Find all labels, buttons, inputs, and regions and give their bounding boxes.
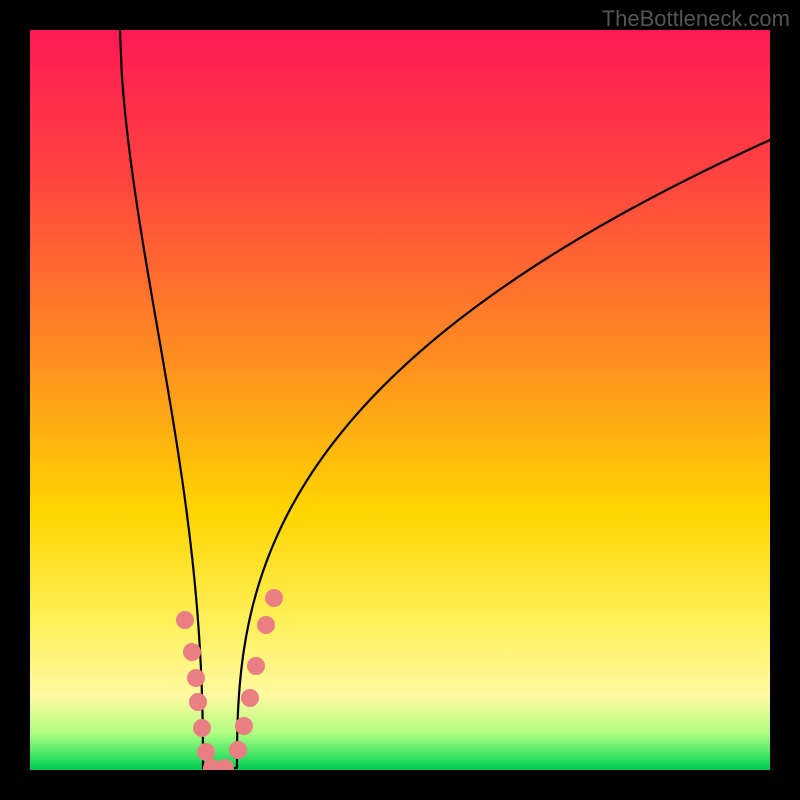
chart-container: TheBottleneck.com xyxy=(0,0,800,800)
marker-dot xyxy=(189,693,207,711)
marker-dot xyxy=(257,616,275,634)
marker-dot xyxy=(265,589,283,607)
marker-dot xyxy=(187,669,205,687)
marker-dot xyxy=(176,611,194,629)
marker-dot xyxy=(229,741,247,759)
bottleneck-chart xyxy=(0,0,800,800)
watermark-text: TheBottleneck.com xyxy=(602,6,790,32)
marker-dot xyxy=(247,657,265,675)
marker-dot xyxy=(197,743,215,761)
marker-dot xyxy=(193,719,211,737)
marker-dot xyxy=(183,643,201,661)
marker-dot xyxy=(241,689,259,707)
plot-area xyxy=(30,30,770,770)
marker-dot xyxy=(235,717,253,735)
